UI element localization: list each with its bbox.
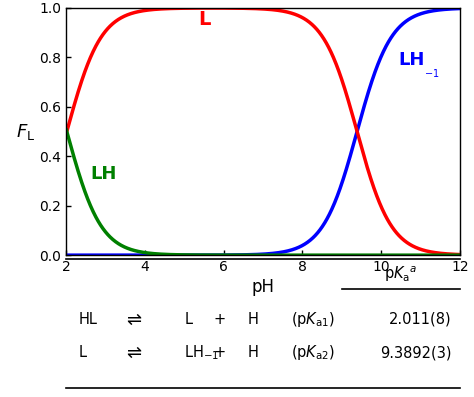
Text: 2.011(8): 2.011(8) <box>389 312 452 327</box>
Text: $\rightleftharpoons$: $\rightleftharpoons$ <box>123 310 143 328</box>
Text: L: L <box>78 345 86 360</box>
Text: 9.3892(3): 9.3892(3) <box>381 345 452 360</box>
Text: H: H <box>247 312 258 327</box>
Text: L: L <box>184 312 192 327</box>
Text: +: + <box>214 345 226 360</box>
Text: +: + <box>214 312 226 327</box>
X-axis label: pH: pH <box>252 278 274 296</box>
Text: $\rightleftharpoons$: $\rightleftharpoons$ <box>123 344 143 362</box>
Text: L: L <box>198 10 210 29</box>
Text: (p$\mathit{K}_{\mathrm{a1}}$): (p$\mathit{K}_{\mathrm{a1}}$) <box>291 310 335 329</box>
Text: H: H <box>247 345 258 360</box>
Text: $_{-1}$: $_{-1}$ <box>424 66 440 80</box>
Text: LH: LH <box>90 164 116 183</box>
Text: (p$\mathit{K}_{\mathrm{a2}}$): (p$\mathit{K}_{\mathrm{a2}}$) <box>291 343 335 362</box>
Text: LH$_{-1}$: LH$_{-1}$ <box>184 343 220 362</box>
Text: HL: HL <box>78 312 97 327</box>
Text: p$\mathit{K}_{\mathrm{a}}$$^{a}$: p$\mathit{K}_{\mathrm{a}}$$^{a}$ <box>384 264 418 284</box>
Y-axis label: $F_\mathrm{L}$: $F_\mathrm{L}$ <box>16 121 35 142</box>
Text: LH: LH <box>399 51 425 69</box>
